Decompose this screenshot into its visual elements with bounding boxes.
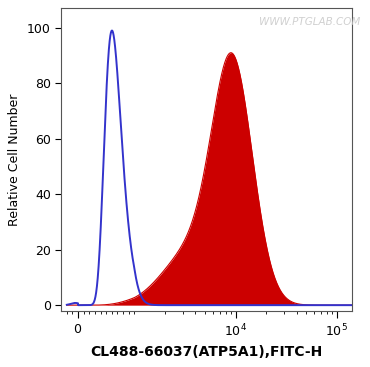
X-axis label: CL488-66037(ATP5A1),FITC-H: CL488-66037(ATP5A1),FITC-H bbox=[91, 345, 323, 359]
Text: WWW.PTGLAB.COM: WWW.PTGLAB.COM bbox=[259, 17, 360, 28]
Y-axis label: Relative Cell Number: Relative Cell Number bbox=[9, 93, 21, 226]
